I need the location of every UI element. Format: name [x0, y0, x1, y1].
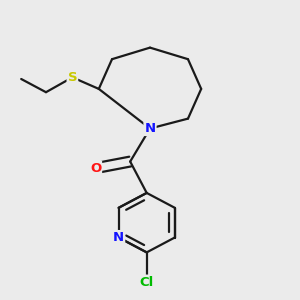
- Text: O: O: [90, 162, 101, 175]
- Text: N: N: [113, 231, 124, 244]
- Text: N: N: [144, 122, 156, 135]
- Text: S: S: [68, 71, 77, 84]
- Text: Cl: Cl: [140, 276, 154, 289]
